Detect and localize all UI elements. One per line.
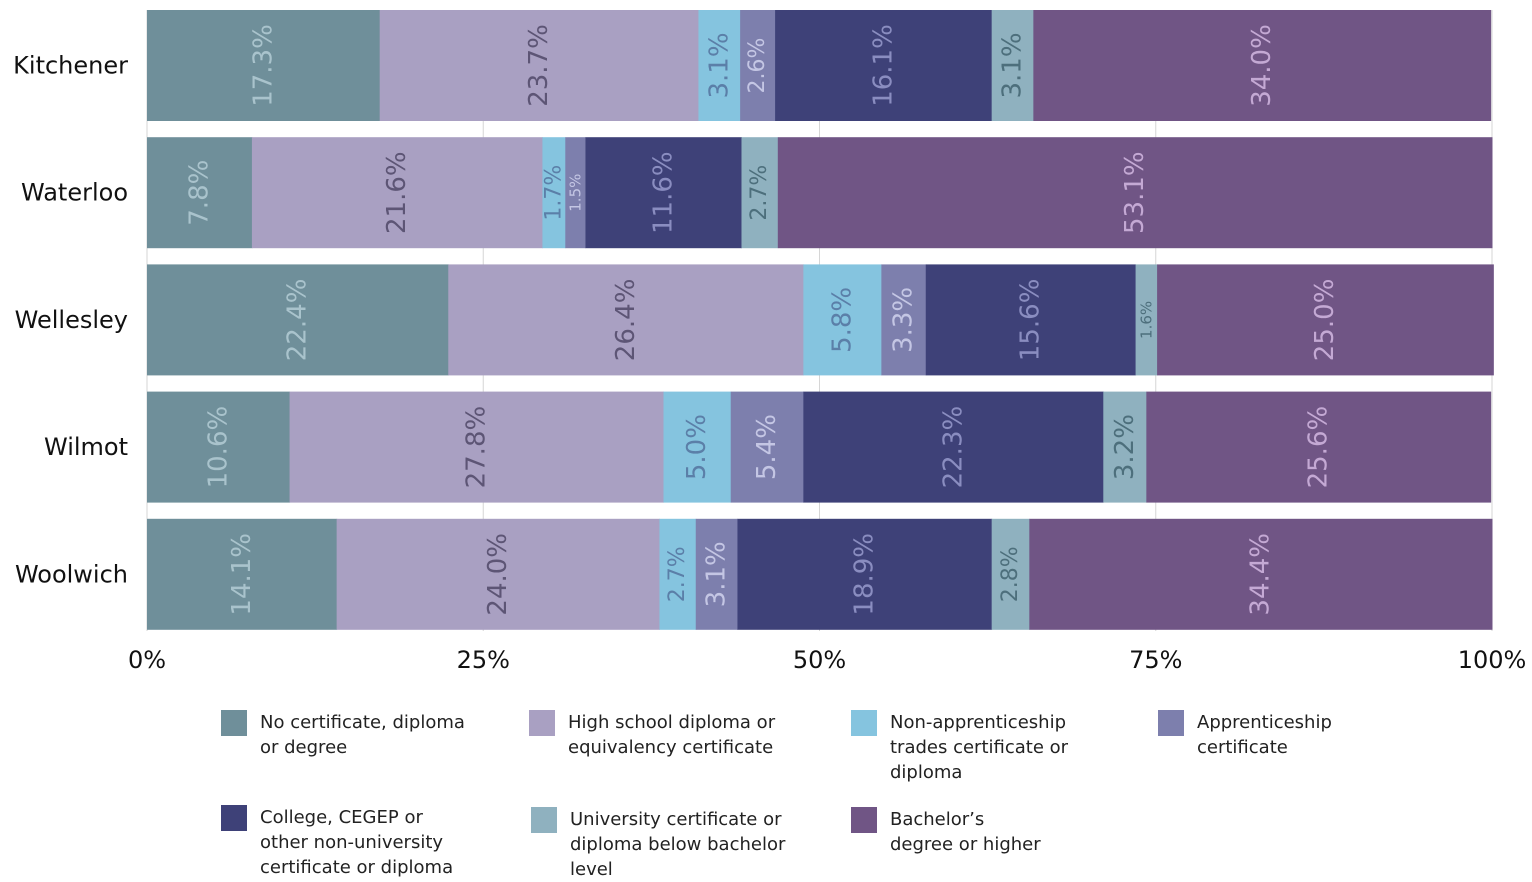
data-label: 17.3%	[248, 24, 278, 107]
bar-segment-waterloo-5	[741, 137, 779, 249]
data-label: 3.2%	[1110, 414, 1140, 480]
data-label: 7.8%	[184, 160, 214, 226]
bar-segment-waterloo-3	[565, 137, 586, 249]
bar-segment-kitchener-0	[147, 10, 381, 121]
data-label: 2.7%	[665, 546, 690, 602]
data-label: 22.3%	[938, 406, 968, 489]
data-label: 3.1%	[704, 32, 734, 98]
bar-segment-kitchener-4	[775, 10, 993, 121]
bar-segment-waterloo-4	[585, 137, 742, 249]
category-label: Wilmot	[44, 433, 128, 461]
data-label: 3.3%	[889, 287, 919, 353]
data-label: 3.1%	[702, 541, 732, 607]
bar-segment-wellesley-4	[925, 264, 1137, 376]
x-tick-label: 50%	[793, 646, 846, 674]
x-tick-label: 100%	[1458, 646, 1527, 674]
data-label: 2.7%	[747, 165, 772, 221]
bar-segment-wilmot-1	[289, 391, 664, 503]
data-label: 1.5%	[566, 174, 584, 212]
data-label: 5.0%	[682, 414, 712, 480]
bar-segment-woolwich-1	[336, 518, 660, 630]
category-label: Kitchener	[13, 52, 128, 80]
bar-segment-woolwich-6	[1029, 518, 1493, 630]
data-label: 5.4%	[752, 414, 782, 480]
bar-segment-kitchener-1	[379, 10, 699, 121]
bar-segment-waterloo-0	[147, 137, 253, 249]
category-label: Woolwich	[15, 560, 128, 588]
bar-segment-wilmot-6	[1146, 391, 1492, 503]
category-label: Waterloo	[21, 179, 128, 207]
bar-segment-kitchener-5	[991, 10, 1034, 121]
data-label: 2.8%	[998, 546, 1023, 602]
bar-segment-woolwich-5	[991, 518, 1030, 630]
bar-segment-wilmot-0	[147, 391, 291, 503]
data-label: 34.4%	[1246, 533, 1276, 616]
data-label: 25.0%	[1310, 279, 1340, 362]
x-tick-label: 75%	[1129, 646, 1182, 674]
data-label: 14.1%	[227, 533, 257, 616]
bar-segment-wellesley-3	[881, 264, 927, 376]
bar-segment-wellesley-2	[803, 264, 882, 376]
data-label: 53.1%	[1120, 151, 1150, 234]
bar-segment-wilmot-5	[1103, 391, 1147, 503]
bar-segment-wellesley-0	[147, 264, 449, 376]
data-label: 26.4%	[611, 279, 641, 362]
data-label: 2.6%	[745, 38, 770, 94]
bar-segment-wilmot-4	[803, 391, 1104, 503]
bar-segment-wellesley-1	[448, 264, 804, 376]
data-label: 22.4%	[283, 279, 313, 362]
bar-segment-waterloo-2	[542, 137, 566, 249]
bar-segment-woolwich-4	[737, 518, 993, 630]
bar-segment-woolwich-2	[659, 518, 697, 630]
data-label: 27.8%	[462, 406, 492, 489]
bar-segment-wilmot-2	[663, 391, 732, 503]
bar-segment-woolwich-3	[695, 518, 738, 630]
x-tick-label: 25%	[457, 646, 510, 674]
bar-segment-wellesley-5	[1135, 264, 1158, 376]
data-label: 18.9%	[850, 533, 880, 616]
data-label: 5.8%	[827, 287, 857, 353]
data-label: 11.6%	[648, 151, 678, 234]
data-label: 15.6%	[1016, 279, 1046, 362]
data-label: 23.7%	[524, 24, 554, 107]
data-label: 21.6%	[382, 151, 412, 234]
data-label: 16.1%	[868, 24, 898, 107]
data-label: 3.1%	[998, 32, 1028, 98]
data-label: 24.0%	[483, 533, 513, 616]
data-label: 1.7%	[541, 165, 566, 221]
bar-segment-woolwich-0	[147, 518, 338, 630]
data-label: 34.0%	[1247, 24, 1277, 107]
x-tick-label: 0%	[128, 646, 166, 674]
bar-segment-kitchener-3	[740, 10, 776, 121]
data-label: 25.6%	[1303, 406, 1333, 489]
bar-segment-wellesley-6	[1157, 264, 1494, 376]
bar-segment-kitchener-2	[698, 10, 741, 121]
bar-segment-waterloo-1	[251, 137, 543, 249]
category-label: Wellesley	[15, 306, 128, 334]
data-label: 1.6%	[1137, 301, 1155, 339]
bar-segment-waterloo-6	[777, 137, 1493, 249]
bar-segment-wilmot-3	[730, 391, 804, 503]
data-label: 10.6%	[203, 406, 233, 489]
bar-segment-kitchener-6	[1033, 10, 1492, 121]
